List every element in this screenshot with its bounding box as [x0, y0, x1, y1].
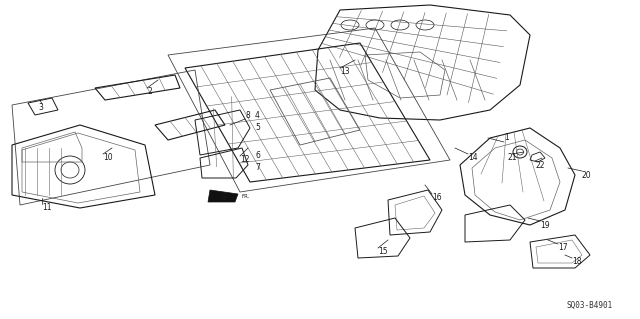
Text: 1: 1 — [504, 133, 509, 143]
Text: 20: 20 — [582, 170, 591, 180]
Text: 14: 14 — [468, 153, 477, 162]
Text: 22: 22 — [535, 160, 545, 169]
Text: 15: 15 — [378, 248, 388, 256]
Text: 5: 5 — [255, 123, 260, 132]
Text: 18: 18 — [572, 257, 582, 266]
Text: 7: 7 — [255, 164, 260, 173]
Text: 11: 11 — [42, 204, 51, 212]
Text: 16: 16 — [432, 194, 442, 203]
Polygon shape — [208, 190, 238, 202]
Text: 19: 19 — [540, 220, 550, 229]
Text: 9: 9 — [222, 194, 227, 203]
Text: FR.: FR. — [242, 194, 250, 198]
Text: 3: 3 — [38, 103, 43, 113]
Text: 2: 2 — [147, 87, 152, 97]
Text: 21: 21 — [508, 153, 518, 162]
Text: 17: 17 — [558, 243, 568, 253]
Text: 13: 13 — [340, 68, 349, 77]
Text: 12: 12 — [240, 155, 250, 165]
Text: 6: 6 — [255, 151, 260, 160]
Text: 8: 8 — [245, 110, 250, 120]
Text: 4: 4 — [255, 110, 260, 120]
Text: 10: 10 — [103, 153, 113, 162]
Text: SQ03-B4901: SQ03-B4901 — [567, 300, 613, 309]
